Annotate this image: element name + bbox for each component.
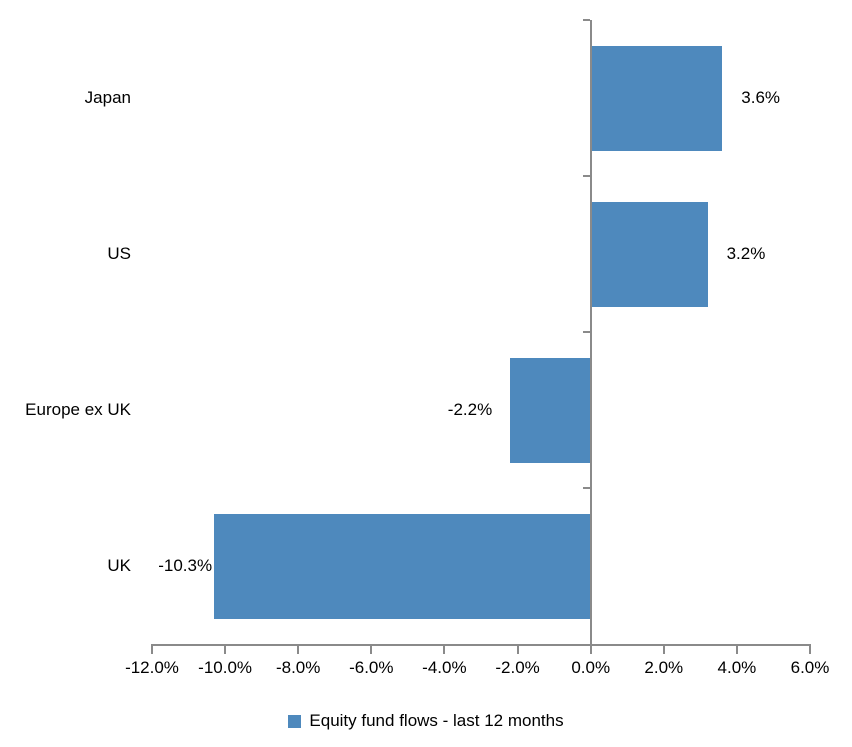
x-axis-tick-label: -8.0% (275, 658, 321, 677)
bar-us (590, 202, 708, 307)
x-axis-tick (516, 646, 519, 654)
x-axis-line (151, 644, 811, 646)
category-axis-tick (582, 175, 590, 177)
category-label: Europe ex UK (25, 400, 131, 419)
data-label: 3.6% (741, 88, 781, 107)
legend: Equity fund flows - last 12 months (0, 709, 852, 733)
data-label: -10.3% (158, 556, 213, 575)
category-axis-tick (582, 331, 590, 333)
category-label: UK (107, 556, 131, 575)
legend-label: Equity fund flows - last 12 months (309, 711, 564, 730)
category-axis-tick (582, 19, 590, 21)
category-axis-tick (582, 487, 590, 489)
x-axis-tick-label: -12.0% (125, 658, 179, 677)
x-axis-tick (809, 646, 811, 654)
x-axis-tick (224, 646, 227, 654)
bar-japan (590, 46, 723, 151)
x-axis-tick-label: -6.0% (349, 658, 394, 677)
data-label: 3.2% (726, 244, 766, 263)
x-axis-tick-label: 2.0% (644, 658, 684, 677)
data-label: -2.2% (447, 400, 493, 419)
x-axis-tick-label: -4.0% (422, 658, 467, 677)
bar-europe-ex-uk (510, 358, 591, 463)
x-axis-tick (443, 646, 446, 654)
x-axis-tick (662, 646, 665, 654)
x-axis-tick-label: 4.0% (717, 658, 757, 677)
legend-swatch-icon (288, 714, 302, 728)
x-axis-tick (151, 646, 153, 654)
category-label: US (107, 244, 131, 263)
x-axis-tick (735, 646, 738, 654)
x-axis-tick (589, 646, 592, 654)
x-axis-tick (370, 646, 373, 654)
x-axis-tick-label: 0.0% (571, 658, 611, 677)
value-zero-axis-line (589, 20, 592, 644)
x-axis-tick-label: -2.0% (495, 658, 540, 677)
bar-uk (214, 514, 591, 619)
category-label: Japan (84, 88, 131, 107)
x-axis-tick (297, 646, 300, 654)
x-axis-tick-label: 6.0% (790, 658, 830, 677)
x-axis-tick-label: -10.0% (198, 658, 253, 677)
